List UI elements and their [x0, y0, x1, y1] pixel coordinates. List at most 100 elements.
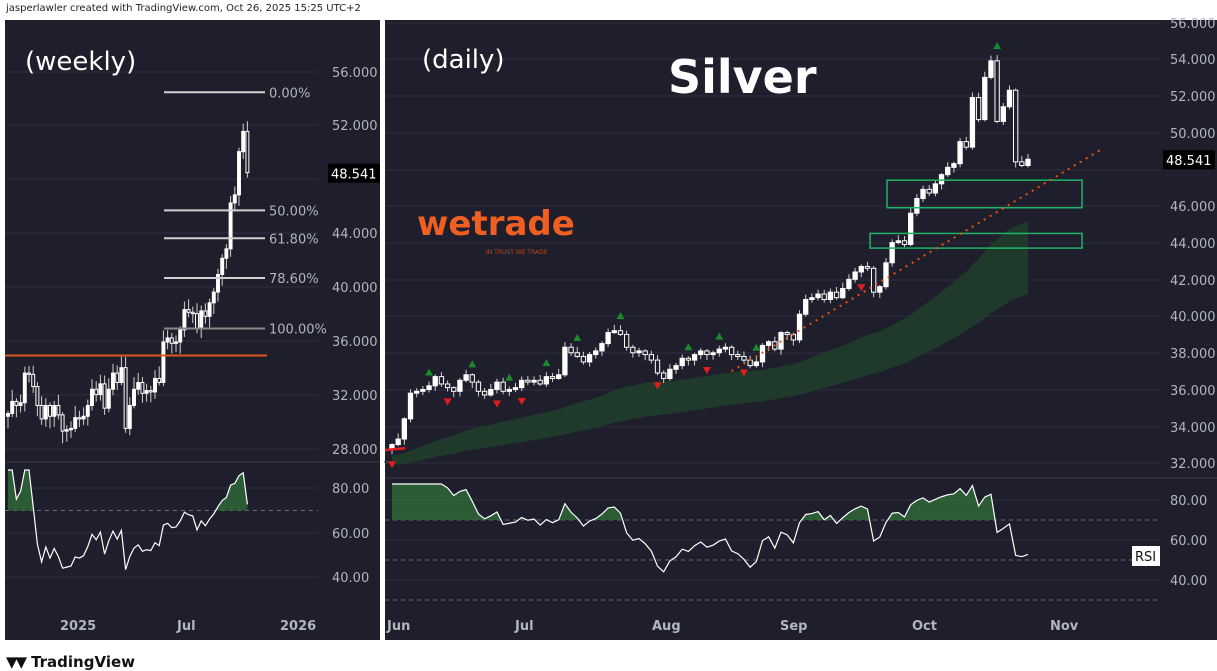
- daily-candle-up: [426, 385, 432, 390]
- weekly-candle-down: [94, 388, 99, 396]
- rsi-tag: RSI: [1135, 550, 1156, 565]
- weekly-candle-down: [102, 383, 107, 409]
- daily-candle-up: [988, 60, 994, 78]
- daily-rsi-tick: 60.00: [1170, 534, 1207, 549]
- fib-level-label: 100.00%: [269, 323, 327, 338]
- daily-candle-up: [401, 418, 408, 440]
- weekly-label: (weekly): [25, 47, 136, 77]
- support-zone-box: [869, 232, 1083, 249]
- daily-candle-up: [512, 387, 519, 390]
- weekly-candle-up: [237, 151, 241, 196]
- daily-candle-up: [753, 361, 759, 367]
- signal-up-arrow-icon: [684, 343, 693, 351]
- daily-candle-up: [1006, 89, 1013, 108]
- daily-candle-up: [815, 293, 821, 299]
- rsi-tag-box: [1132, 546, 1160, 566]
- weekly-price-tick: 56.000: [332, 66, 378, 81]
- weekly-price-tick: 28.000: [332, 443, 378, 458]
- daily-candle-up: [803, 299, 809, 315]
- weekly-candle-down: [77, 417, 82, 420]
- daily-rsi-line: [392, 483, 1029, 573]
- signal-up-arrow-icon: [573, 333, 582, 341]
- weekly-candle-down: [203, 310, 208, 317]
- weekly-candle-up: [136, 382, 141, 390]
- fib-level-label: 0.00%: [269, 86, 310, 101]
- daily-candle-down: [469, 374, 475, 383]
- weekly-candle-up: [165, 337, 170, 343]
- dotted-trendline: [731, 148, 1103, 372]
- daily-candle-up: [494, 381, 500, 390]
- daily-price-tick: 36.000: [1170, 384, 1216, 399]
- daily-time-tick: Aug: [652, 619, 681, 634]
- signal-up-arrow-icon: [542, 359, 551, 367]
- daily-rsi-tick: 40.00: [1170, 574, 1207, 589]
- weekly-candle-up: [111, 372, 115, 390]
- weekly-candle-up: [228, 202, 233, 250]
- daily-candle-down: [864, 265, 871, 269]
- weekly-candle-down: [123, 367, 128, 429]
- signal-up-arrow-icon: [468, 360, 477, 368]
- daily-candle-up: [883, 262, 889, 288]
- weekly-price-tick: 44.000: [332, 227, 378, 242]
- weekly-candle-down: [48, 404, 52, 417]
- daily-candle-up: [809, 297, 815, 301]
- daily-time-tick: Jul: [514, 619, 534, 634]
- daily-candle-up: [389, 444, 395, 449]
- weekly-candle-down: [35, 386, 40, 406]
- fib-level-label: 50.00%: [269, 204, 319, 219]
- daily-candle-up: [593, 350, 599, 356]
- weekly-candle-down: [27, 372, 31, 375]
- weekly-rsi-tick: 40.00: [332, 571, 369, 586]
- daily-candle-up: [488, 388, 494, 396]
- signal-down-arrow-icon: [492, 400, 501, 408]
- daily-candle-up: [556, 374, 562, 379]
- weekly-panel[interactable]: [5, 20, 380, 640]
- weekly-candle-down: [60, 414, 65, 432]
- weekly-candle-down: [186, 309, 191, 313]
- weekly-candle-up: [207, 302, 212, 317]
- weekly-candle-down: [115, 372, 120, 383]
- weekly-time-tick: Jul: [176, 619, 196, 634]
- weekly-candle-down: [195, 313, 199, 329]
- daily-rsi-overbought-fill: [392, 484, 1028, 520]
- daily-candle-up: [796, 313, 803, 341]
- daily-candle-up: [710, 352, 716, 356]
- weekly-candle-up: [211, 291, 216, 304]
- weekly-candle-up: [224, 248, 229, 259]
- weekly-candle-up: [144, 390, 149, 394]
- start-marker-line: [384, 446, 406, 452]
- daily-candle-up: [698, 350, 704, 356]
- daily-candle-up: [908, 212, 914, 245]
- daily-candle-up: [957, 141, 963, 165]
- weekly-candles: [6, 121, 250, 444]
- daily-price-tick: 46.000: [1170, 200, 1216, 215]
- daily-candle-up: [969, 97, 976, 148]
- daily-candle-down: [642, 350, 648, 356]
- weekly-candle-up: [98, 383, 103, 396]
- last-price-tag: [1163, 150, 1215, 170]
- daily-candle-up: [840, 288, 846, 299]
- weekly-candle-up: [22, 372, 27, 404]
- daily-candle-down: [617, 330, 624, 335]
- weekly-candle-up: [52, 404, 57, 417]
- tradingview-logo-icon: ▼▼: [6, 653, 27, 671]
- daily-candle-up: [846, 278, 852, 290]
- daily-candle-down: [741, 355, 747, 361]
- daily-candle-down: [975, 97, 982, 121]
- weekly-rsi-tick: 80.00: [332, 482, 369, 497]
- daily-candle-down: [901, 240, 908, 245]
- daily-candle-up: [599, 343, 605, 352]
- daily-candle-up: [679, 357, 685, 367]
- weekly-candle-up: [132, 388, 136, 406]
- weekly-candle-down: [148, 390, 153, 393]
- signal-up-arrow-icon: [505, 373, 514, 381]
- daily-candle-up: [1000, 106, 1006, 122]
- weekly-candle-up: [220, 257, 225, 275]
- daily-candle-down: [444, 383, 451, 389]
- daily-candle-up: [543, 376, 550, 385]
- daily-price-tick: 50.000: [1170, 127, 1216, 142]
- signal-down-arrow-icon: [517, 398, 526, 406]
- weekly-candle-up: [199, 310, 204, 330]
- weekly-candle-up: [69, 427, 73, 431]
